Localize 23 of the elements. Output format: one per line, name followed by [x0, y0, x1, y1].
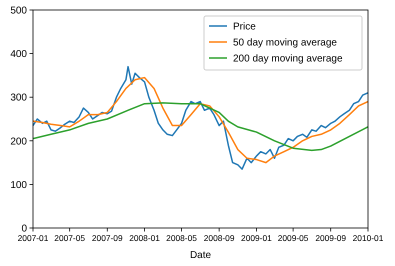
y-tick-label: 200	[10, 136, 28, 148]
x-tick-label: 2007-05	[54, 233, 86, 243]
legend-label: 50 day moving average	[233, 38, 338, 48]
x-tick-label: 2009-01	[241, 233, 272, 243]
x-tick-label: 2009-05	[278, 233, 309, 243]
line-series	[32, 66, 369, 170]
y-tick-label: 400	[10, 49, 28, 60]
line-series	[32, 76, 369, 164]
legend-label: 200 day moving average	[233, 54, 343, 64]
x-tick-label: 2009-09	[315, 233, 346, 243]
y-tick-label: 100	[10, 180, 28, 191]
x-tick-label: 2007-09	[92, 233, 123, 243]
x-tick-label: 2008-09	[204, 233, 235, 243]
x-axis-title: Date	[190, 250, 212, 261]
y-tick-label: 500	[10, 6, 28, 16]
legend-label: Price	[233, 22, 256, 32]
line-series	[32, 102, 369, 152]
x-tick-label: 2008-01	[129, 233, 160, 243]
x-tick-label: 2008-05	[166, 233, 198, 243]
x-tick-label: 2007-01	[18, 233, 49, 243]
y-tick-label: 300	[10, 92, 28, 104]
x-tick-label: 2010-01	[352, 233, 384, 243]
y-tick-label: 0	[21, 224, 28, 234]
